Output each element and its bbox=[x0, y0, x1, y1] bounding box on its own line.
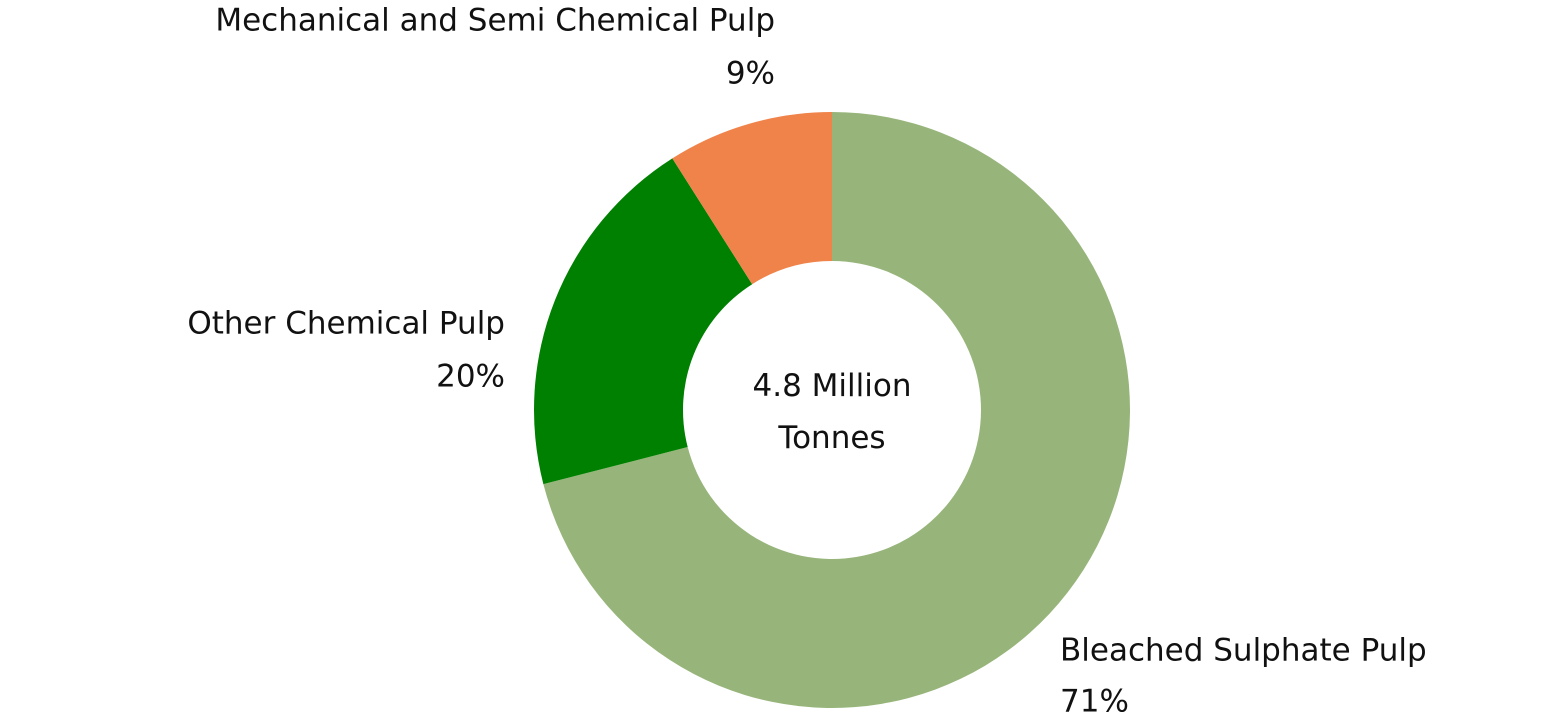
slice-label: Other Chemical Pulp bbox=[187, 306, 505, 342]
slice-value-label: 9% bbox=[726, 56, 775, 92]
slice-value-label: 71% bbox=[1060, 684, 1129, 720]
donut-slice bbox=[543, 112, 1130, 708]
donut-slice bbox=[672, 112, 832, 285]
slice-label: Mechanical and Semi Chemical Pulp bbox=[215, 3, 775, 39]
slice-label: Bleached Sulphate Pulp bbox=[1060, 633, 1427, 669]
donut-slice bbox=[534, 158, 753, 485]
center-label: 4.8 Million Tonnes bbox=[752, 368, 912, 456]
slice-value-label: 20% bbox=[436, 359, 505, 395]
